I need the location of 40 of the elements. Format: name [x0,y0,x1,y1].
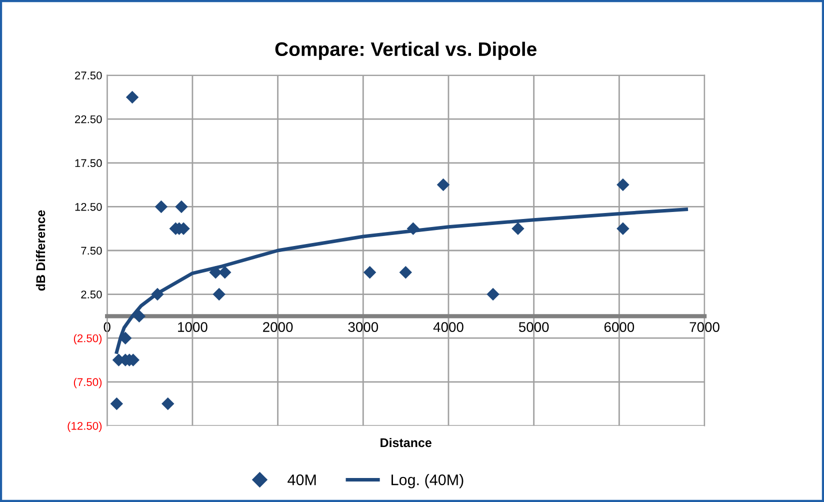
x-tick-label: 5000 [518,322,549,332]
point [616,178,630,192]
y-tick-label: 22.50 [75,115,102,124]
point [512,222,524,235]
x-tick-label: 2000 [263,322,293,332]
x-tick-label: 1000 [178,322,208,332]
y-tick-label: 7.50 [81,246,102,255]
x-tick-label: 6000 [604,322,634,332]
point [162,397,174,410]
y-tick-label: 2.50 [81,290,102,298]
point [616,222,630,235]
x-tick-label: 7000 [690,322,720,332]
point [110,397,124,410]
point [436,178,450,192]
point [218,266,232,279]
legend-label: Log. (40M) [392,474,464,488]
point [212,288,226,301]
point [132,310,146,323]
y-tick-label: 17.50 [75,159,102,168]
x-tick-label: 3000 [348,322,378,332]
x-tick-label: 0 [104,322,110,332]
y-tick-label: (2.50) [74,334,102,344]
y-tick-label: (12.50) [68,422,102,432]
point [175,200,188,214]
legend-label: 40M [288,474,316,486]
y-axis-title: dB Difference [36,210,46,291]
point [154,200,168,214]
point [486,288,500,301]
x-axis-title: Distance [380,438,432,448]
y-tick-label: 12.50 [75,202,102,211]
y-tick-label: 27.50 [75,72,102,80]
x-tick-label: 4000 [433,322,464,332]
point [363,266,376,279]
point [399,266,412,279]
y-tick-label: (7.50) [74,378,102,388]
point [209,266,222,279]
point [126,90,139,104]
point [151,288,164,301]
chart-title: Compare: Vertical vs. Dipole [275,42,536,60]
point [406,222,420,235]
